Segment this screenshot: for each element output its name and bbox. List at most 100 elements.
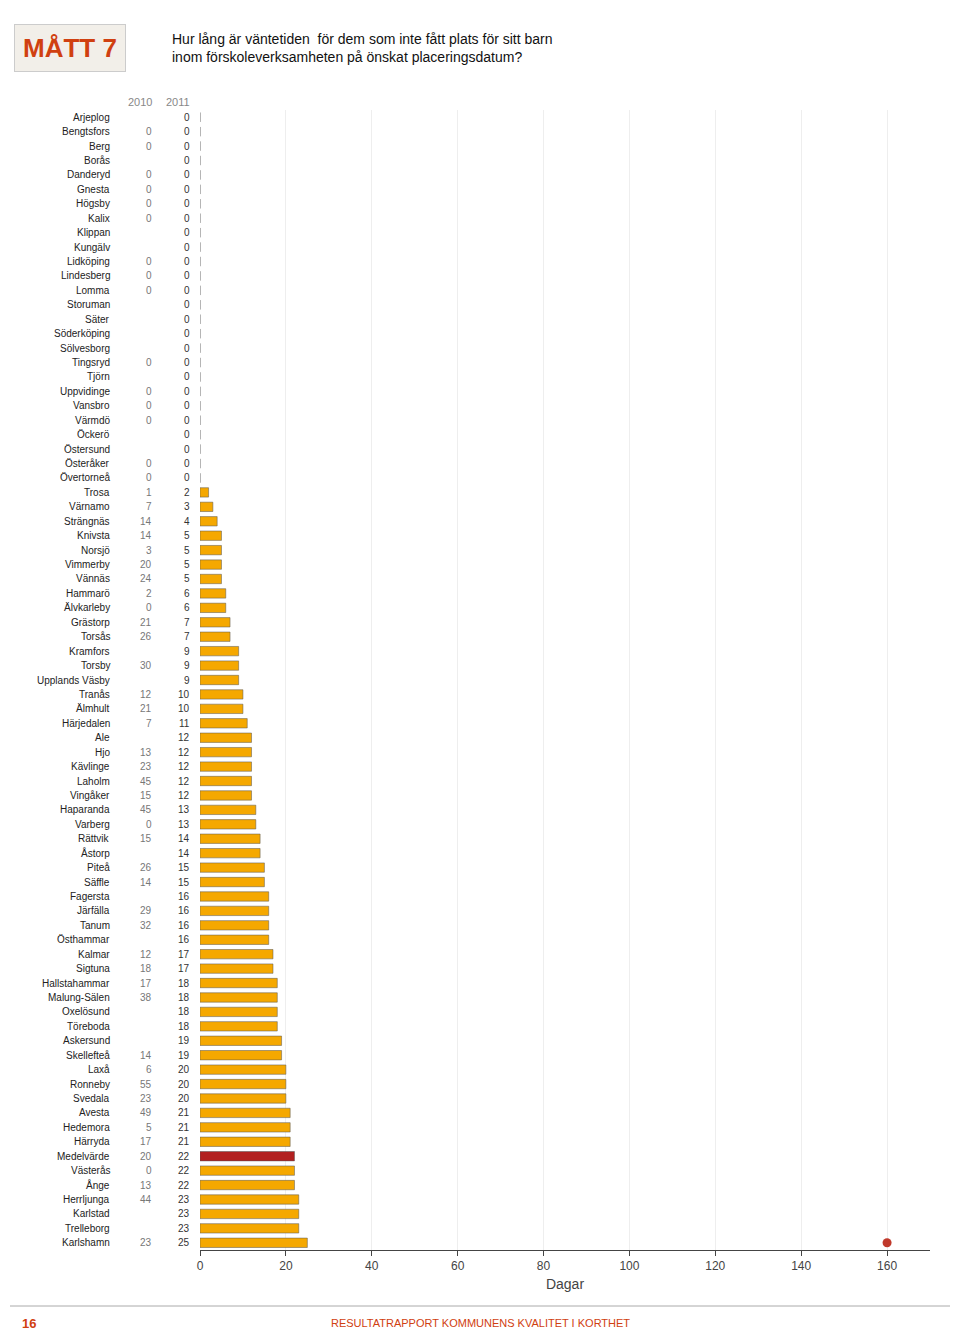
svg-text:Oxelösund: Oxelösund: [62, 1006, 110, 1017]
svg-text:1: 1: [146, 487, 152, 498]
svg-text:Järfälla: Järfälla: [77, 905, 110, 916]
svg-text:10: 10: [178, 703, 190, 714]
svg-text:Norsjö: Norsjö: [81, 545, 110, 556]
svg-text:Vimmerby: Vimmerby: [65, 559, 110, 570]
svg-text:Lomma: Lomma: [76, 285, 110, 296]
svg-text:7: 7: [184, 631, 190, 642]
svg-text:Högsby: Högsby: [76, 198, 110, 209]
svg-text:Östersund: Östersund: [64, 444, 110, 455]
svg-text:14: 14: [140, 1050, 152, 1061]
svg-text:0: 0: [146, 126, 152, 137]
svg-text:Söderköping: Söderköping: [54, 328, 110, 339]
svg-text:Härjedalen: Härjedalen: [62, 718, 110, 729]
svg-text:45: 45: [140, 804, 152, 815]
svg-text:0: 0: [184, 400, 190, 411]
svg-text:0: 0: [197, 1259, 204, 1273]
svg-text:13: 13: [178, 819, 190, 830]
svg-text:0: 0: [146, 472, 152, 483]
svg-text:0: 0: [184, 285, 190, 296]
svg-text:4: 4: [184, 516, 190, 527]
svg-text:17: 17: [178, 949, 190, 960]
svg-text:Upplands Väsby: Upplands Väsby: [37, 675, 110, 686]
svg-text:0: 0: [146, 256, 152, 267]
svg-text:5: 5: [184, 573, 190, 584]
svg-text:7: 7: [146, 501, 152, 512]
svg-text:14: 14: [140, 877, 152, 888]
svg-text:0: 0: [184, 242, 190, 253]
svg-text:20: 20: [178, 1079, 190, 1090]
svg-text:3: 3: [146, 545, 152, 556]
svg-text:Hjo: Hjo: [95, 747, 110, 758]
svg-text:Storuman: Storuman: [67, 299, 110, 310]
svg-text:0: 0: [184, 299, 190, 310]
svg-text:12: 12: [178, 776, 190, 787]
svg-text:Kungälv: Kungälv: [74, 242, 110, 253]
svg-text:32: 32: [140, 920, 152, 931]
svg-text:19: 19: [178, 1050, 190, 1061]
svg-text:Laxå: Laxå: [88, 1064, 110, 1075]
svg-text:22: 22: [178, 1180, 190, 1191]
svg-text:0: 0: [146, 184, 152, 195]
svg-text:13: 13: [140, 1180, 152, 1191]
svg-text:Åstorp: Åstorp: [81, 847, 110, 859]
svg-text:15: 15: [178, 862, 190, 873]
svg-text:23: 23: [178, 1194, 190, 1205]
svg-text:Ale: Ale: [95, 732, 110, 743]
svg-text:16: 16: [178, 934, 190, 945]
svg-text:44: 44: [140, 1194, 152, 1205]
svg-text:23: 23: [178, 1223, 190, 1234]
svg-text:11: 11: [179, 718, 190, 729]
svg-text:RESULTATRAPPORT KOMMUNENS KVAL: RESULTATRAPPORT KOMMUNENS KVALITET I KOR…: [331, 1317, 630, 1329]
svg-text:21: 21: [178, 1107, 190, 1118]
svg-text:0: 0: [146, 198, 152, 209]
svg-text:12: 12: [140, 949, 152, 960]
svg-text:20: 20: [178, 1093, 190, 1104]
svg-text:Övertorneå: Övertorneå: [60, 472, 110, 483]
svg-text:Trelleborg: Trelleborg: [65, 1223, 110, 1234]
svg-text:100: 100: [619, 1259, 639, 1273]
svg-text:140: 140: [791, 1259, 811, 1273]
svg-text:Karlstad: Karlstad: [73, 1208, 110, 1219]
svg-text:Torsås: Torsås: [81, 631, 110, 642]
svg-text:Vingåker: Vingåker: [70, 790, 110, 801]
svg-text:Piteå: Piteå: [87, 862, 110, 873]
svg-text:0: 0: [184, 112, 190, 123]
svg-text:Hur lång är väntetiden för de: Hur lång är väntetiden för dem som inte …: [172, 31, 553, 65]
svg-text:9: 9: [184, 660, 190, 671]
svg-text:0: 0: [146, 141, 152, 152]
svg-text:23: 23: [140, 1093, 152, 1104]
svg-text:0: 0: [184, 415, 190, 426]
svg-text:10: 10: [178, 689, 190, 700]
svg-text:Haparanda: Haparanda: [60, 804, 110, 815]
svg-text:23: 23: [140, 1237, 152, 1248]
svg-text:Klippan: Klippan: [77, 227, 110, 238]
svg-text:Avesta: Avesta: [79, 1107, 110, 1118]
svg-text:12: 12: [178, 747, 190, 758]
svg-text:14: 14: [140, 516, 152, 527]
svg-text:Älmhult: Älmhult: [76, 703, 110, 714]
svg-text:5: 5: [184, 530, 190, 541]
svg-text:2011: 2011: [166, 96, 190, 108]
svg-text:45: 45: [140, 776, 152, 787]
svg-text:26: 26: [140, 631, 152, 642]
svg-text:15: 15: [178, 877, 190, 888]
svg-text:0: 0: [184, 429, 190, 440]
svg-text:12: 12: [178, 761, 190, 772]
svg-text:Älvkarleby: Älvkarleby: [64, 602, 110, 613]
svg-text:0: 0: [146, 400, 152, 411]
svg-text:Knivsta: Knivsta: [77, 530, 110, 541]
svg-text:13: 13: [140, 747, 152, 758]
svg-text:Medelvärde: Medelvärde: [57, 1151, 110, 1162]
svg-text:Hallstahammar: Hallstahammar: [42, 978, 110, 989]
svg-text:55: 55: [140, 1079, 152, 1090]
svg-text:14: 14: [178, 848, 190, 859]
svg-text:0: 0: [184, 371, 190, 382]
svg-text:7: 7: [146, 718, 152, 729]
svg-text:21: 21: [140, 703, 152, 714]
svg-text:13: 13: [178, 804, 190, 815]
svg-text:18: 18: [140, 963, 152, 974]
svg-text:Fagersta: Fagersta: [70, 891, 110, 902]
svg-text:Laholm: Laholm: [77, 776, 110, 787]
svg-text:19: 19: [178, 1035, 190, 1046]
svg-text:Västerås: Västerås: [71, 1165, 110, 1176]
